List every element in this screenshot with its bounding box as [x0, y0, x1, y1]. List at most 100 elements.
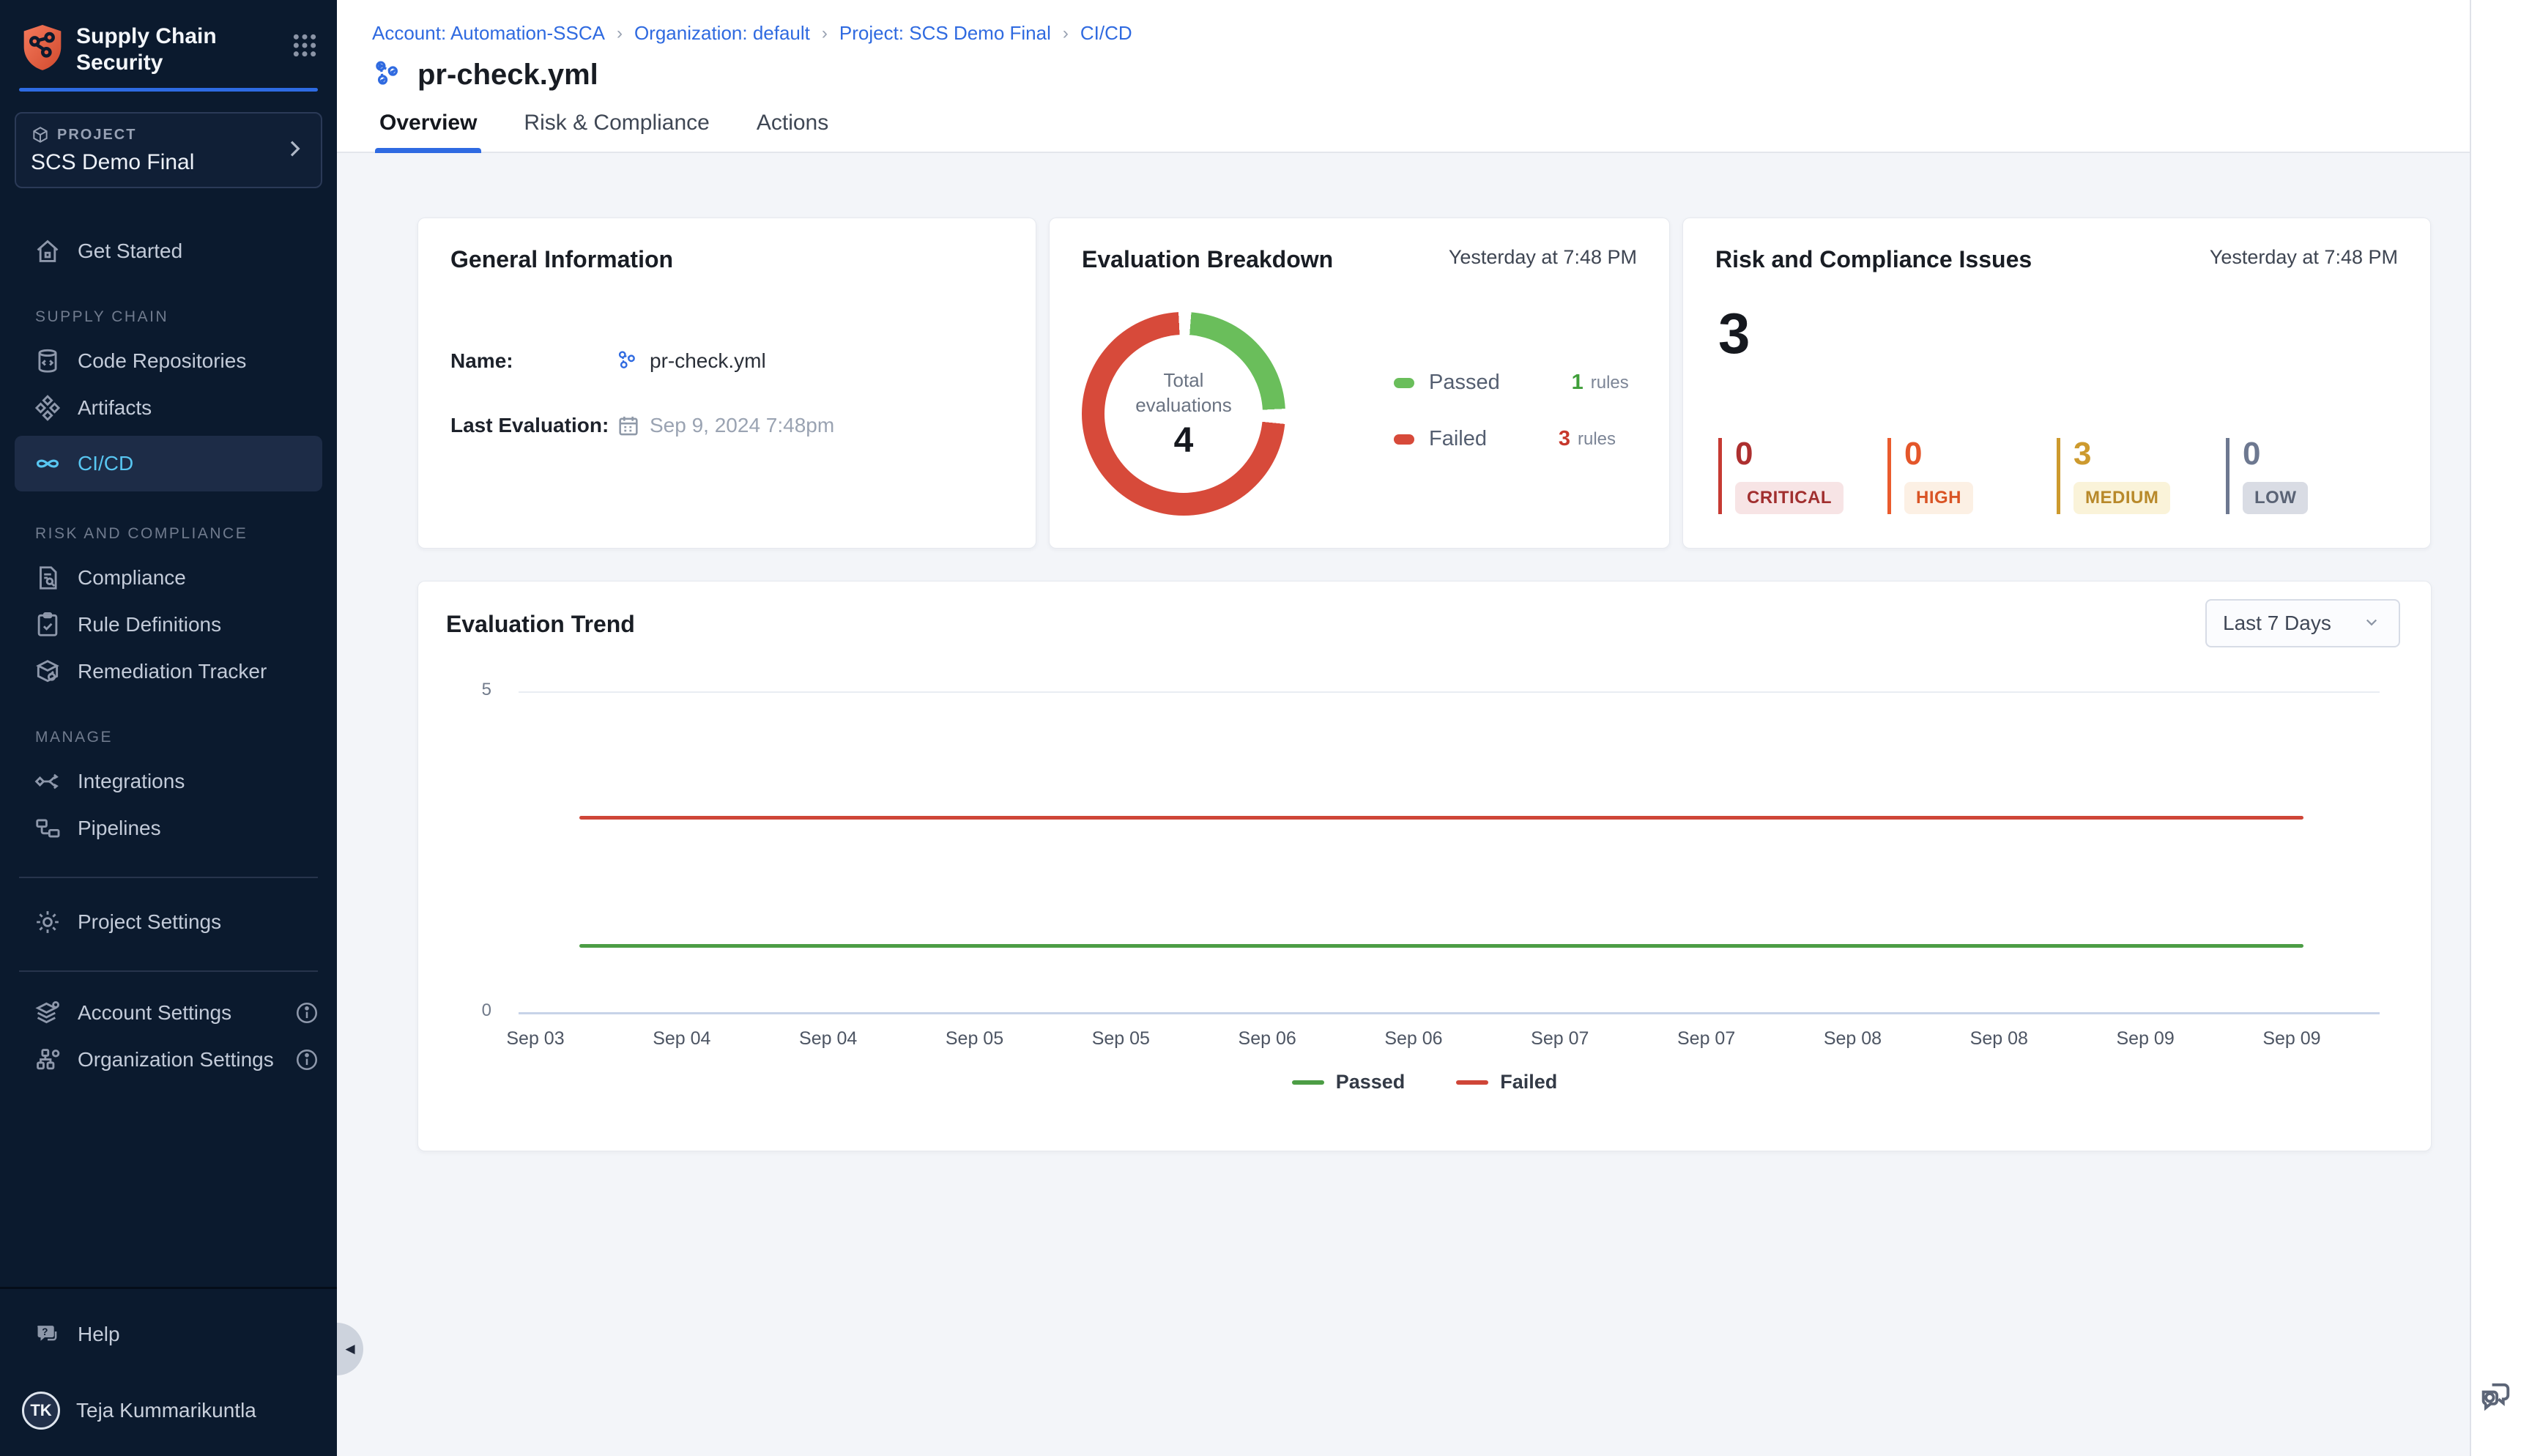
sidebar-item-code-repositories[interactable]: Code Repositories	[0, 338, 337, 385]
project-selector[interactable]: PROJECT SCS Demo Final	[15, 112, 322, 188]
chevron-right-icon: ›	[1062, 23, 1069, 43]
chevron-right-icon: ›	[821, 23, 828, 43]
sidebar-item-integrations[interactable]: Integrations	[0, 758, 337, 805]
sidebar-item-artifacts[interactable]: Artifacts	[0, 385, 337, 431]
legend-label: Passed	[1429, 371, 1500, 394]
card-timestamp: Yesterday at 7:48 PM	[1448, 246, 1637, 268]
legend-count: 1	[1571, 371, 1583, 394]
app-logo-row: Supply Chain Security	[0, 0, 337, 76]
document-search-icon	[34, 564, 62, 592]
card-title: Evaluation Trend	[446, 611, 635, 637]
tab-risk-compliance[interactable]: Risk & Compliance	[524, 111, 710, 135]
severity-count: 3	[2073, 436, 2092, 472]
pipeline-icon	[616, 349, 641, 374]
legend-item-passed: Passed	[1291, 1071, 1405, 1093]
time-range-dropdown[interactable]: Last 7 Days	[2205, 599, 2400, 647]
legend-unit: rules	[1578, 428, 1616, 449]
shield-logo-icon	[19, 22, 66, 75]
sidebar-item-organization-settings[interactable]: Organization Settings	[0, 1036, 337, 1083]
infinity-icon	[34, 450, 62, 478]
collapse-arrow-icon: ◀	[345, 1342, 355, 1356]
sidebar-item-get-started[interactable]: Get Started	[0, 228, 337, 275]
tab-overview[interactable]: Overview	[374, 111, 482, 153]
severity-high: 0 HIGH	[1887, 438, 2057, 514]
x-axis-label: Sep 09	[2116, 1028, 2175, 1049]
sidebar-item-pipelines[interactable]: Pipelines	[0, 805, 337, 852]
user-menu[interactable]: TK Teja Kummarikuntla	[0, 1392, 337, 1430]
sidebar-item-cicd[interactable]: CI/CD	[15, 436, 322, 491]
clipboard-check-icon	[34, 611, 62, 639]
chevron-down-icon	[2361, 611, 2383, 636]
help-chat-icon: ?	[34, 1321, 62, 1348]
sidebar-item-project-settings[interactable]: Project Settings	[0, 899, 337, 946]
card-timestamp: Yesterday at 7:48 PM	[2209, 246, 2398, 268]
sidebar-section-risk-compliance: RISK AND COMPLIANCE	[35, 525, 248, 542]
sidebar-item-label: Account Settings	[78, 1001, 232, 1024]
y-axis-tick: 5	[481, 680, 491, 699]
page-header: Account: Automation-SSCA › Organization:…	[337, 0, 2470, 92]
avatar: TK	[22, 1392, 60, 1430]
x-axis-label: Sep 08	[1969, 1028, 2028, 1049]
name-value: pr-check.yml	[650, 349, 766, 372]
sidebar-item-compliance[interactable]: Compliance	[0, 554, 337, 601]
sidebar-item-label: Integrations	[78, 770, 185, 792]
evaluation-breakdown-card: Evaluation Breakdown Yesterday at 7:48 P…	[1049, 218, 1670, 549]
chevron-right-icon: ›	[616, 23, 623, 43]
home-icon	[34, 237, 62, 265]
severity-count: 0	[1904, 436, 1923, 472]
calendar-icon	[616, 413, 641, 438]
right-rail	[2470, 0, 2521, 1456]
x-axis-label: Sep 05	[1091, 1028, 1150, 1049]
breadcrumb-cicd-link[interactable]: CI/CD	[1080, 22, 1132, 44]
sidebar-footer: ? Help TK Teja Kummarikuntla	[0, 1287, 337, 1456]
app-switcher-grid-icon[interactable]	[290, 22, 319, 64]
severity-badge: MEDIUM	[2073, 482, 2171, 514]
sidebar-item-rule-definitions[interactable]: Rule Definitions	[0, 601, 337, 648]
x-axis-label: Sep 09	[2262, 1028, 2321, 1049]
breadcrumb-organization-link[interactable]: Organization: default	[634, 22, 810, 44]
chat-support-icon[interactable]	[2477, 1377, 2515, 1415]
legend-label: Failed	[1429, 427, 1487, 450]
x-axis-label: Sep 07	[1531, 1028, 1589, 1049]
severity-count: 0	[1735, 436, 1753, 472]
sidebar-nav: Get Started SUPPLY CHAIN Code Repositori…	[0, 228, 337, 1083]
sidebar-accent-bar	[19, 88, 318, 92]
donut-total-value: 4	[1173, 420, 1194, 460]
overview-panel: General Information Name: pr-check.yml L…	[337, 153, 2470, 1151]
sidebar: Supply Chain Security PROJECT SCS Demo F…	[0, 0, 337, 1456]
sidebar-item-label: Project Settings	[78, 910, 222, 933]
donut-center-label: Total	[1163, 368, 1204, 391]
pipelines-icon	[34, 814, 62, 842]
sidebar-item-help[interactable]: ? Help	[0, 1311, 337, 1358]
gridline	[519, 691, 2380, 693]
failed-line-swatch-icon	[1456, 1080, 1489, 1085]
x-axis-label: Sep 03	[506, 1028, 565, 1049]
last-evaluation-value: Sep 9, 2024 7:48pm	[650, 414, 835, 437]
sidebar-item-remediation-tracker[interactable]: Remediation Tracker	[0, 648, 337, 695]
sidebar-divider	[19, 877, 318, 878]
breadcrumb-project-link[interactable]: Project: SCS Demo Final	[839, 22, 1051, 44]
project-name: SCS Demo Final	[31, 150, 195, 174]
main-content: Account: Automation-SSCA › Organization:…	[337, 0, 2470, 1456]
severity-badge: HIGH	[1904, 482, 1973, 514]
info-icon[interactable]	[294, 1000, 319, 1025]
legend-item-failed: Failed	[1456, 1071, 1557, 1093]
sidebar-item-label: CI/CD	[78, 452, 134, 475]
evaluation-trend-card: Evaluation Trend Last 7 Days 5 0 Sep 03	[417, 581, 2432, 1151]
app-title: Supply Chain Security	[76, 24, 217, 75]
sidebar-item-label: Artifacts	[78, 396, 152, 419]
info-icon[interactable]	[294, 1047, 319, 1072]
tab-actions[interactable]: Actions	[756, 111, 829, 135]
sidebar-divider	[19, 970, 318, 972]
trend-legend: Passed Failed	[418, 1071, 2431, 1093]
tab-bar: Overview Risk & Compliance Actions	[337, 92, 2470, 153]
svg-text:?: ?	[42, 1326, 48, 1337]
passed-series-line	[579, 944, 2303, 948]
chevron-right-icon	[283, 137, 306, 164]
failed-swatch-icon	[1394, 434, 1414, 445]
page-title: pr-check.yml	[417, 58, 598, 91]
breadcrumb-account-link[interactable]: Account: Automation-SSCA	[372, 22, 605, 44]
x-axis-label: Sep 04	[653, 1028, 711, 1049]
sidebar-item-account-settings[interactable]: Account Settings	[0, 989, 337, 1036]
x-axis-label: Sep 05	[945, 1028, 1004, 1049]
